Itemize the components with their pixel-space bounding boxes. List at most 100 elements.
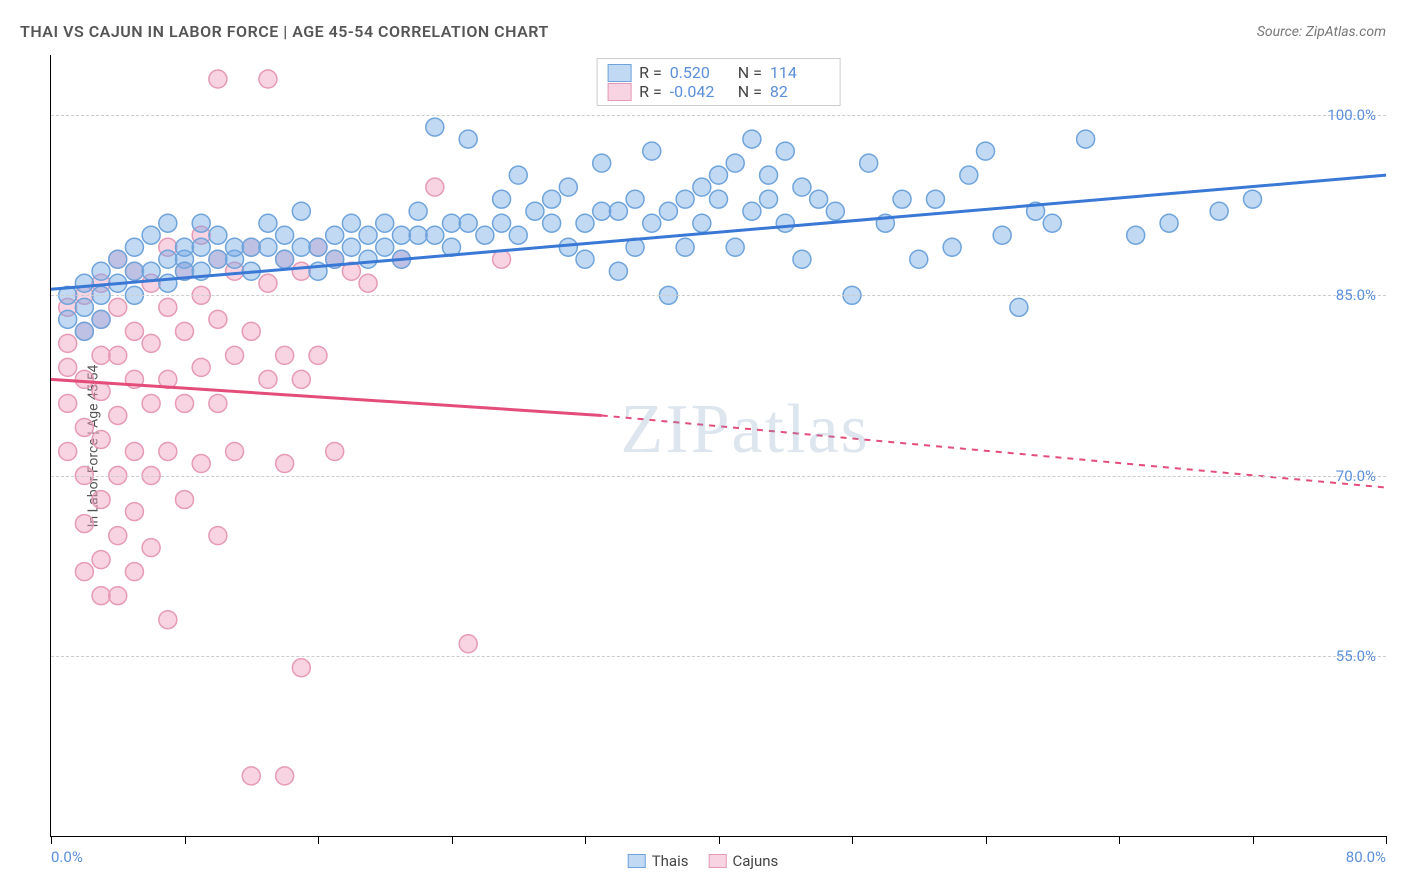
data-point [209,70,227,88]
data-point [92,382,110,400]
data-point [659,202,677,220]
chart-title: THAI VS CAJUN IN LABOR FORCE | AGE 45-54… [20,22,549,41]
data-point [192,358,210,376]
xtick [1253,836,1254,844]
data-point [760,190,778,208]
data-point [176,322,194,340]
data-point [676,190,694,208]
data-point [776,214,794,232]
data-point [209,527,227,545]
data-point [192,455,210,473]
data-point [1077,130,1095,148]
data-point [176,491,194,509]
legend-item: Thais [628,852,689,870]
data-point [176,238,194,256]
xtick [318,836,319,844]
trend-line-dashed [602,415,1386,487]
data-point [376,214,394,232]
data-point [59,334,77,352]
data-point [92,310,110,328]
trend-line [51,379,602,415]
data-point [259,214,277,232]
xtick-label: 0.0% [51,848,83,866]
data-point [710,166,728,184]
legend-r-value: 0.520 [670,63,730,82]
data-point [359,250,377,268]
data-point [75,418,93,436]
data-point [142,334,160,352]
data-point [75,563,93,581]
data-point [643,214,661,232]
data-point [543,190,561,208]
data-point [426,178,444,196]
ytick-label: 55.0% [1336,647,1376,665]
data-point [92,587,110,605]
data-point [192,238,210,256]
data-point [109,346,127,364]
legend-n-value: 114 [770,63,830,82]
data-point [860,154,878,172]
data-point [726,154,744,172]
data-point [810,190,828,208]
data-point [760,166,778,184]
legend-label: Thais [652,852,689,870]
data-point [75,274,93,292]
data-point [426,226,444,244]
xtick [1386,836,1387,844]
data-point [209,394,227,412]
data-point [926,190,944,208]
data-point [643,142,661,160]
gridline [51,476,1386,477]
ytick-label: 85.0% [1336,286,1376,304]
legend-r-label: R = [639,63,662,82]
legend-item: Cajuns [708,852,778,870]
data-point [309,346,327,364]
data-point [159,611,177,629]
data-point [292,659,310,677]
data-point [209,310,227,328]
data-point [543,214,561,232]
data-point [59,310,77,328]
data-point [75,298,93,316]
data-point [1210,202,1228,220]
correlation-legend: R = 0.520 N = 114R =-0.042N =82 [596,58,841,106]
data-point [109,527,127,545]
legend-label: Cajuns [732,852,778,870]
legend-r-label: R = [639,82,662,101]
data-point [576,214,594,232]
legend-n-label: N = [738,63,762,82]
data-point [743,130,761,148]
data-point [609,262,627,280]
xtick [585,836,586,844]
data-point [309,238,327,256]
data-point [476,226,494,244]
data-point [259,370,277,388]
data-point [92,262,110,280]
data-point [509,166,527,184]
xtick-label: 80.0% [1346,848,1386,866]
data-point [359,274,377,292]
data-point [509,226,527,244]
xtick [719,836,720,844]
data-point [226,443,244,461]
gridline [51,115,1386,116]
data-point [793,250,811,268]
data-point [75,515,93,533]
data-point [75,322,93,340]
data-point [276,455,294,473]
ytick-label: 100.0% [1327,106,1376,124]
chart-source: Source: ZipAtlas.com [1257,24,1386,40]
data-point [242,238,260,256]
data-point [342,238,360,256]
data-point [1127,226,1145,244]
data-point [226,346,244,364]
data-point [693,178,711,196]
data-point [192,214,210,232]
data-point [142,226,160,244]
data-point [409,202,427,220]
data-point [493,190,511,208]
data-point [125,443,143,461]
legend-row: R =-0.042N =82 [607,82,830,101]
data-point [125,238,143,256]
data-point [159,443,177,461]
